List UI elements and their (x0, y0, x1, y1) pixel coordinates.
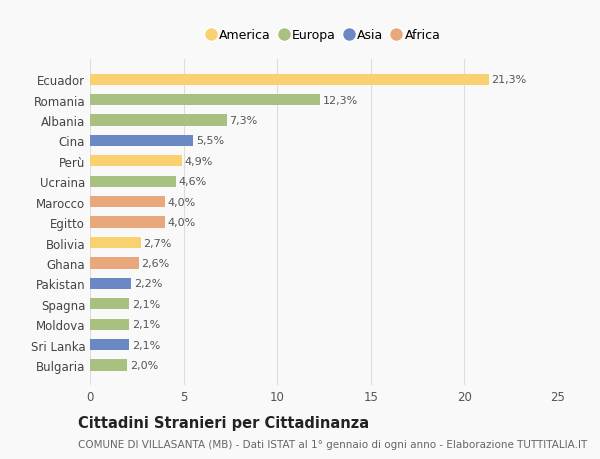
Text: 2,2%: 2,2% (134, 279, 163, 289)
Text: Cittadini Stranieri per Cittadinanza: Cittadini Stranieri per Cittadinanza (78, 415, 369, 430)
Text: 5,5%: 5,5% (196, 136, 224, 146)
Bar (90, 359, 127, 371)
Bar (90, 95, 320, 106)
Bar (90, 74, 489, 86)
Bar (90, 278, 131, 289)
Text: 21,3%: 21,3% (491, 75, 527, 85)
Text: 12,3%: 12,3% (323, 95, 358, 106)
Bar (90, 217, 165, 228)
Bar (90, 258, 139, 269)
Bar (90, 339, 130, 350)
Bar (90, 115, 227, 126)
Bar (90, 319, 130, 330)
Text: 2,7%: 2,7% (143, 238, 172, 248)
Text: 7,3%: 7,3% (229, 116, 258, 126)
Bar (90, 176, 176, 187)
Bar (90, 196, 165, 208)
Text: 2,1%: 2,1% (132, 340, 160, 350)
Text: 2,0%: 2,0% (130, 360, 158, 370)
Bar (90, 298, 130, 310)
Legend: America, Europa, Asia, Africa: America, Europa, Asia, Africa (205, 27, 443, 45)
Text: COMUNE DI VILLASANTA (MB) - Dati ISTAT al 1° gennaio di ogni anno - Elaborazione: COMUNE DI VILLASANTA (MB) - Dati ISTAT a… (78, 440, 587, 449)
Bar (90, 156, 182, 167)
Text: 2,1%: 2,1% (132, 299, 160, 309)
Bar (90, 237, 140, 249)
Text: 4,9%: 4,9% (185, 157, 213, 167)
Text: 2,6%: 2,6% (142, 258, 170, 269)
Text: 4,6%: 4,6% (179, 177, 207, 187)
Bar (90, 135, 193, 147)
Text: 2,1%: 2,1% (132, 319, 160, 330)
Text: 4,0%: 4,0% (167, 197, 196, 207)
Text: 4,0%: 4,0% (167, 218, 196, 228)
